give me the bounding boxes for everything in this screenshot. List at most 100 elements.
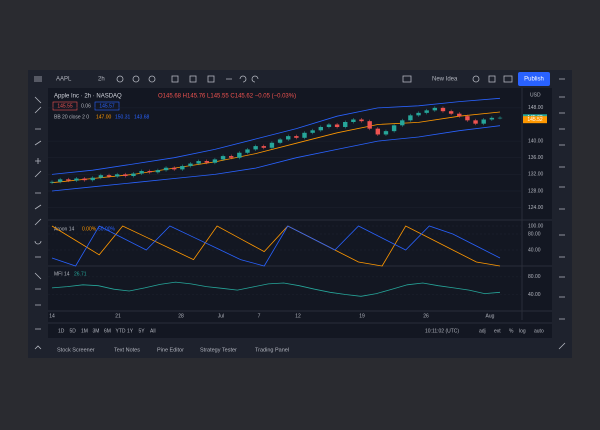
candle-body [334,124,340,127]
axis-option[interactable]: adj [479,328,486,334]
left-toolbar [28,88,48,358]
y-tick-label: 148.00 [528,105,544,111]
candle-body [171,167,177,170]
panel-tab[interactable]: Text Notes [114,347,140,353]
bb-upper: 150.31 [115,114,131,120]
candle-body [123,174,128,177]
clock: 10:11:02 (UTC) [425,328,459,334]
candle-body [473,120,478,124]
candle-body [212,159,218,163]
x-tick-label: 26 [423,313,429,319]
candle-body [180,166,185,170]
candle-body [66,179,71,181]
axis-option[interactable]: log [519,328,526,334]
candle-body [302,132,307,138]
candle-body [237,152,242,158]
y-tick-label: 124.00 [528,205,544,211]
y-tick-label: 40.00 [528,247,541,253]
aroon-title: Aroon 14 [54,226,75,232]
panel-tab[interactable]: Strategy Tester [200,347,237,353]
x-tick-label: 7 [258,313,261,319]
candle-body [286,136,291,140]
range-button[interactable]: 5Y [139,328,146,334]
candle-body [277,139,283,143]
candle-body [375,128,381,135]
candle-body [489,117,495,120]
x-tick-label: 28 [178,313,184,319]
range-button[interactable]: All [150,328,156,334]
candle-body [74,178,79,181]
candle-body [343,122,348,127]
candle-body [204,161,209,163]
range-button[interactable]: 1D [58,328,65,334]
price-tag [523,116,547,124]
bottom-tabs [48,340,552,358]
candle-body [383,131,389,135]
candle-body [98,175,104,178]
bollinger-lower [51,125,501,192]
candle-body [114,174,120,177]
x-tick-label: 14 [49,313,55,319]
candle-body [391,125,397,132]
symbol[interactable]: AAPL [56,77,72,83]
y-tick-label: 80.00 [528,231,541,237]
bb-basis: 147.00 [96,114,112,120]
bid: 145.55 [57,103,73,109]
candle-body [139,171,144,174]
candle-body [294,136,299,138]
candle-body [448,111,454,114]
candle-body [465,116,470,121]
legend-ohlc: O145.68 H145.76 L145.55 C145.62 −0.05 (−… [158,94,296,100]
y-tick-label: 136.00 [528,155,544,161]
y-tick-label: 132.00 [528,172,544,178]
candle-body [163,167,169,171]
panel-tab[interactable]: Pine Editor [157,347,184,353]
new-idea[interactable]: New Idea [432,77,458,83]
x-tick-label: 19 [359,313,365,319]
interval[interactable]: 2h [98,77,105,83]
candle-body [367,121,372,129]
y-tick-label: 40.00 [528,292,541,298]
candle-body [310,130,315,133]
range-button[interactable]: 6M [104,328,111,334]
x-tick-label: 12 [295,313,301,319]
x-tick-label: Jul [218,313,224,319]
x-tick-label: Aug [486,313,495,319]
candle-body [351,119,356,122]
candle-body [196,161,201,164]
window [28,70,572,358]
range-button[interactable]: 1Y [127,328,134,334]
range-button[interactable]: 1M [81,328,88,334]
range-button[interactable]: YTD [116,328,126,334]
axis-option[interactable]: ext [494,328,501,334]
candle-body [229,156,234,158]
axis-option[interactable]: auto [534,328,544,334]
top-toolbar [28,70,572,88]
candle-body [497,117,503,119]
candle-body [188,163,193,167]
range-button[interactable]: 3M [93,328,100,334]
x-tick-label: 21 [115,313,121,319]
publish-label[interactable]: Publish [524,77,544,83]
candle-body [408,115,413,121]
publish-button[interactable] [518,72,550,86]
candle-body [220,156,226,160]
panel-tab[interactable]: Trading Panel [255,347,289,353]
spread: 0.06 [81,103,91,109]
bb-lower: 143.68 [134,114,150,120]
range-button[interactable]: 5D [70,328,77,334]
candle-body [147,171,152,173]
candle-body [253,146,258,150]
toolbar-icons [116,75,513,83]
candle-body [416,112,421,116]
panel-tab[interactable]: Stock Screener [57,347,95,353]
y-tick-label: 80.00 [528,274,541,280]
candle-body [326,124,332,127]
indicator-line [51,225,501,267]
candle-body [424,110,429,113]
axis-option[interactable]: % [509,328,514,334]
y-tick-label: 128.00 [528,188,544,194]
bid-box [52,101,78,111]
aroon-up-value: 0.00% [82,226,97,232]
currency: USD [530,92,541,98]
